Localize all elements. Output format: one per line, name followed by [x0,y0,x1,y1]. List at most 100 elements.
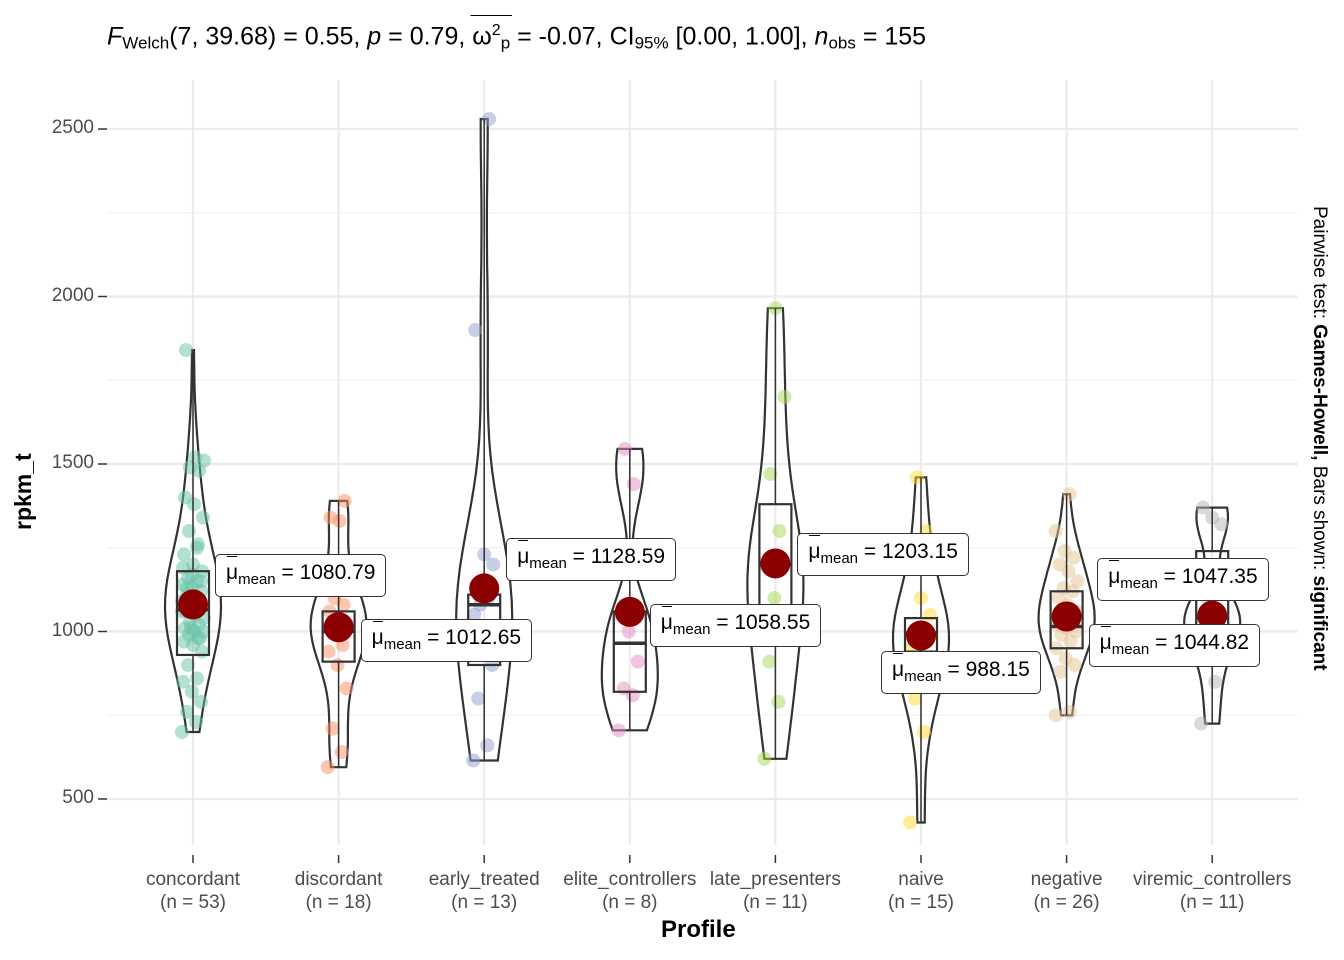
data-point [772,524,787,538]
mean-sub: mean [1120,574,1158,592]
data-point [910,470,924,485]
category-count: (n = 18) [305,892,372,913]
caption-prefix: Pairwise test: [1309,206,1330,325]
data-point [471,691,486,706]
mean-label: μmean = 1203.15 [797,533,969,577]
data-point [1062,704,1077,719]
mean-sub: mean [238,571,276,589]
data-point [1194,716,1209,731]
p-label: p [367,22,382,51]
data-point [480,738,495,753]
violin-shape [309,499,368,769]
data-point [908,691,922,706]
mean-value: = 1203.15 [858,540,958,564]
category-name: negative [1030,869,1103,890]
x-tick-label: late_presenters (n = 11) [710,868,841,914]
n-label: n [814,22,829,51]
mean-label: μmean = 1058.55 [649,603,822,647]
data-point [1057,544,1072,559]
mean-label: μmean = 1128.59 [506,538,677,582]
omega-hat: ω2p [470,14,513,53]
mean-sub: mean [904,668,942,686]
data-point [194,694,208,709]
data-point [1053,664,1068,679]
omega-value: = -0.07, [517,22,603,51]
category-count: (n = 15) [887,892,955,913]
x-tick-label: naive (n = 15) [888,868,954,914]
n-sub: obs [828,33,856,53]
omega-sub: p [500,33,511,53]
data-point [190,671,204,686]
mu-symbol: μ [1099,626,1112,655]
data-point [1048,524,1063,538]
mean-label: μmean = 1044.82 [1088,624,1261,668]
y-tick-label: 500 [62,787,94,808]
omega-sup: 2 [491,22,501,39]
mean-point [760,548,791,579]
mean-label: μmean = 988.15 [881,651,1041,695]
data-point [771,694,786,709]
data-point [1208,674,1223,689]
y-tick-label: 1500 [51,452,94,473]
f-value: = 0.55, [283,22,361,51]
data-point [626,477,641,492]
mean-point [1197,600,1228,631]
data-point [1052,557,1067,572]
data-point [763,467,778,482]
mean-point [1051,601,1082,632]
mu-symbol: μ [808,535,821,564]
data-point [179,343,193,358]
data-point [330,658,345,672]
data-point [180,704,194,719]
p-value: = 0.79, [388,22,466,51]
data-point [188,450,202,465]
category-name: viremic_controllers [1133,869,1292,890]
data-point [337,493,352,508]
ci-label: CI [609,22,635,51]
data-point [325,721,340,736]
data-point [482,111,497,126]
ci-value: [0.00, 1.00], [675,22,808,51]
data-point [611,723,626,738]
y-tick-label: 2500 [51,117,94,138]
category-count: (n = 13) [451,892,518,913]
category-count: (n = 8) [602,892,658,913]
category-count: (n = 11) [743,892,808,913]
data-point [178,490,192,505]
chart-title: FWelch(7, 39.68) = 0.55, p = 0.79, ω2p =… [107,14,927,53]
mean-label: μmean = 1047.35 [1097,557,1269,601]
data-point [334,745,349,760]
mean-sub: mean [672,620,711,638]
data-point [181,658,195,672]
mu-symbol: μ [1108,559,1121,588]
data-point [185,684,199,699]
data-point [339,681,354,696]
mean-point [469,573,500,604]
mean-value: = 1044.82 [1149,631,1250,655]
y-tick-label: 2000 [51,284,94,306]
data-point [177,547,191,562]
category-count: (n = 26) [1033,892,1100,913]
data-point [1056,580,1071,595]
mu-symbol: μ [660,605,673,634]
f-sub: Welch [122,33,170,53]
mean-label: μmean = 1080.79 [215,554,387,598]
mean-value: = 1012.65 [421,626,522,650]
data-point [917,725,931,739]
x-tick-label: early_treated (n = 13) [429,868,540,914]
data-point [466,753,481,768]
data-point [486,557,501,572]
ci-sub: 95% [634,33,669,53]
mean-point [178,589,208,620]
category-count: (n = 11) [1179,892,1245,913]
mean-sub: mean [383,636,422,654]
data-point [777,390,792,404]
data-point [762,654,777,669]
f-label: F [107,22,123,51]
y-tick-label: 1000 [51,619,94,641]
data-point [176,674,190,689]
mean-value: = 1047.35 [1157,564,1258,588]
data-point [1062,487,1077,502]
category-count: (n = 53) [159,892,227,913]
mu-symbol: μ [371,621,384,650]
